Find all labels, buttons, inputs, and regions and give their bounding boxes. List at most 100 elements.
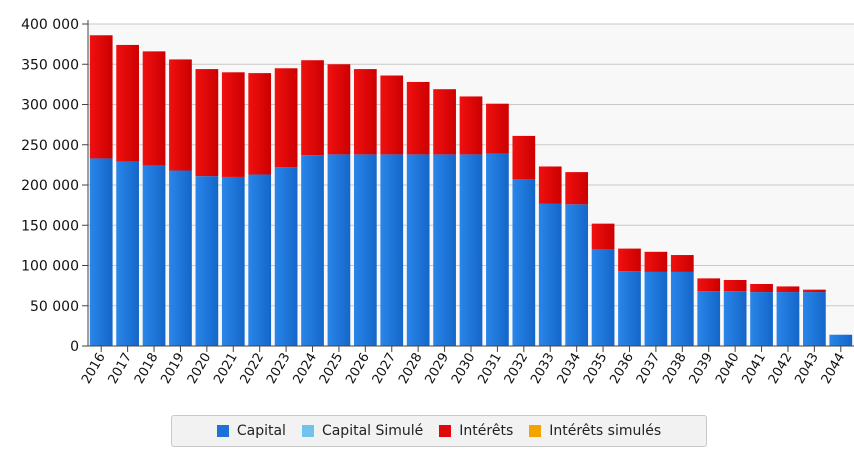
bar-capital[interactable] bbox=[433, 154, 456, 346]
bar-capital[interactable] bbox=[512, 179, 536, 346]
bar-interets[interactable] bbox=[776, 286, 800, 293]
legend-label-capital: Capital bbox=[236, 423, 286, 439]
bar-capital[interactable] bbox=[169, 170, 192, 346]
legend-item-interets-simules[interactable]: Intérêts simulés bbox=[529, 423, 661, 439]
bar-interets[interactable] bbox=[565, 172, 589, 205]
x-tick-label: 2033 bbox=[528, 351, 558, 387]
bar-capital[interactable] bbox=[723, 291, 747, 346]
bar-interets[interactable] bbox=[248, 73, 272, 175]
bar-interets[interactable] bbox=[618, 248, 641, 272]
x-tick-label: 2029 bbox=[423, 351, 453, 387]
x-tick-label: 2024 bbox=[290, 351, 320, 387]
bar-capital[interactable] bbox=[301, 155, 324, 346]
bar-interets[interactable] bbox=[221, 72, 245, 177]
y-tick-label: 350 000 bbox=[21, 57, 79, 73]
bar-interets[interactable] bbox=[538, 166, 562, 204]
bar-interets[interactable] bbox=[142, 51, 166, 166]
y-tick-label: 200 000 bbox=[21, 178, 79, 194]
bar-interets[interactable] bbox=[169, 59, 192, 171]
bar-interets[interactable] bbox=[670, 255, 694, 272]
legend-label-capital-simule: Capital Simulé bbox=[321, 423, 424, 439]
bar-capital[interactable] bbox=[142, 165, 166, 346]
bar-interets[interactable] bbox=[459, 96, 483, 155]
bar-capital[interactable] bbox=[618, 271, 641, 346]
y-tick-label: 100 000 bbox=[21, 259, 79, 275]
y-tick-label: 50 000 bbox=[30, 299, 79, 315]
bar-capital[interactable] bbox=[406, 154, 430, 346]
bar-capital[interactable] bbox=[459, 154, 483, 346]
bar-capital[interactable] bbox=[353, 154, 377, 346]
bar-interets[interactable] bbox=[803, 289, 826, 293]
bar-interets[interactable] bbox=[406, 81, 430, 155]
bar-capital[interactable] bbox=[538, 203, 562, 346]
bar-interets[interactable] bbox=[195, 69, 219, 177]
bar-interets[interactable] bbox=[433, 89, 456, 155]
bar-capital[interactable] bbox=[486, 153, 509, 346]
x-tick-label: 2027 bbox=[370, 351, 400, 387]
bar-capital[interactable] bbox=[565, 204, 589, 346]
x-tick-label: 2028 bbox=[396, 351, 426, 387]
y-axis-ticks: 0 50 000 100 000 150 000 200 000 250 000 300 0… bbox=[21, 17, 88, 355]
bar-capital[interactable] bbox=[776, 292, 800, 346]
x-tick-label: 2021 bbox=[211, 351, 241, 387]
y-tick-label: 250 000 bbox=[21, 138, 79, 154]
bar-capital[interactable] bbox=[380, 154, 404, 346]
bar-capital[interactable] bbox=[89, 158, 113, 346]
bar-interets[interactable] bbox=[327, 64, 351, 155]
x-tick-label: 2034 bbox=[555, 351, 585, 387]
y-tick-label: 400 000 bbox=[21, 17, 79, 33]
x-tick-label: 2023 bbox=[264, 351, 294, 387]
legend: Capital Capital Simulé Intérêts Intérêts… bbox=[171, 415, 707, 447]
legend-item-capital[interactable]: Capital bbox=[216, 423, 286, 439]
x-tick-label: 2019 bbox=[158, 351, 188, 387]
x-tick-label: 2039 bbox=[687, 351, 717, 387]
x-tick-label: 2036 bbox=[607, 351, 637, 387]
legend-item-capital-simule[interactable]: Capital Simulé bbox=[301, 423, 424, 439]
bar-interets[interactable] bbox=[723, 279, 747, 292]
bar-capital[interactable] bbox=[803, 292, 826, 346]
bar-interets[interactable] bbox=[353, 69, 377, 155]
x-tick-label: 2025 bbox=[317, 351, 347, 387]
bar-interets[interactable] bbox=[380, 75, 404, 155]
bar-capital[interactable] bbox=[116, 161, 139, 346]
x-tick-label: 2037 bbox=[634, 351, 664, 387]
stacked-bar-chart: 0 50 000 100 000 150 000 200 000 250 000 300 0… bbox=[21, 17, 854, 387]
legend-label-interets-simules: Intérêts simulés bbox=[549, 423, 662, 439]
bar-capital[interactable] bbox=[327, 154, 351, 346]
bar-capital[interactable] bbox=[248, 174, 272, 346]
x-tick-label: 2017 bbox=[106, 351, 136, 387]
bar-capital[interactable] bbox=[274, 167, 298, 346]
x-tick-label: 2041 bbox=[739, 351, 769, 387]
legend-swatch-interets bbox=[439, 425, 452, 437]
bar-interets[interactable] bbox=[591, 223, 615, 250]
x-tick-label: 2032 bbox=[502, 351, 532, 387]
bar-capital[interactable] bbox=[591, 249, 615, 346]
bar-capital[interactable] bbox=[221, 176, 245, 346]
bar-capital[interactable] bbox=[829, 334, 853, 346]
bar-interets[interactable] bbox=[301, 60, 324, 156]
legend-swatch-capital bbox=[216, 425, 229, 437]
x-axis-ticks: 2016201720182019202020212022202320242025… bbox=[79, 346, 848, 387]
bar-interets[interactable] bbox=[644, 251, 668, 272]
x-tick-label: 2026 bbox=[343, 351, 373, 387]
bar-capital[interactable] bbox=[697, 291, 721, 346]
x-tick-label: 2031 bbox=[475, 351, 505, 387]
bar-interets[interactable] bbox=[697, 278, 721, 292]
bars bbox=[89, 35, 853, 346]
bar-interets[interactable] bbox=[116, 44, 139, 162]
bar-capital[interactable] bbox=[670, 271, 694, 346]
bar-capital[interactable] bbox=[644, 271, 668, 346]
bar-interets[interactable] bbox=[750, 284, 773, 293]
bar-interets[interactable] bbox=[512, 135, 536, 180]
x-tick-label: 2038 bbox=[660, 351, 690, 387]
bar-capital[interactable] bbox=[195, 176, 219, 346]
bar-capital[interactable] bbox=[750, 292, 773, 346]
bar-interets[interactable] bbox=[274, 68, 298, 168]
bar-interets[interactable] bbox=[89, 35, 113, 159]
bar-interets[interactable] bbox=[486, 103, 509, 154]
y-tick-label: 150 000 bbox=[21, 218, 79, 234]
x-tick-label: 2016 bbox=[79, 351, 109, 387]
legend-label-interets: Intérêts bbox=[459, 423, 514, 439]
legend-item-interets[interactable]: Intérêts bbox=[439, 423, 513, 439]
x-tick-label: 2040 bbox=[713, 351, 743, 387]
